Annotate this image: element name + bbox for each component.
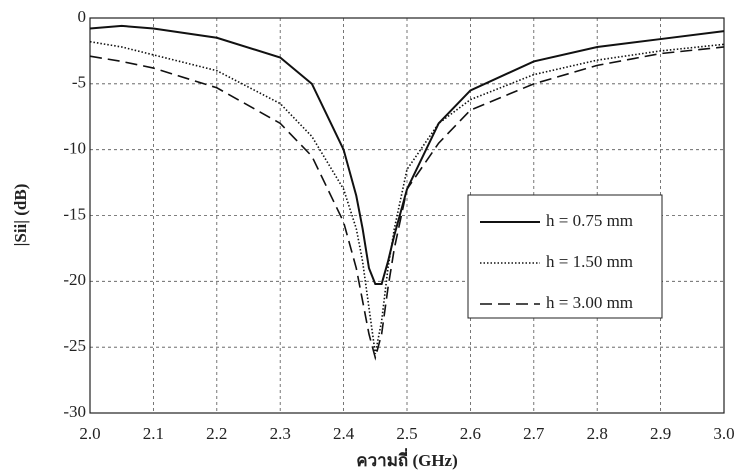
legend-box (467, 194, 663, 319)
series-line (89, 24, 725, 285)
x-tick-label: 2.2 (206, 424, 227, 443)
x-axis-label: ความถี่ (GHz) (356, 448, 458, 470)
x-tick-label: 2.7 (523, 424, 545, 443)
y-tick-label: -30 (63, 402, 86, 421)
legend-label: h = 1.50 mm (546, 252, 633, 271)
y-axis-label: |Sii| (dB) (11, 184, 30, 247)
y-tick-label: -15 (63, 204, 86, 223)
x-tick-label: 2.8 (587, 424, 608, 443)
x-tick-label: 2.5 (396, 424, 417, 443)
y-tick-label: -25 (63, 336, 86, 355)
x-tick-label: 2.3 (270, 424, 291, 443)
x-tick-label: 2.4 (333, 424, 355, 443)
series-line (89, 40, 725, 354)
x-tick-label: 2.1 (143, 424, 164, 443)
y-tick-label: -10 (63, 139, 86, 158)
x-tick-label: 2.9 (650, 424, 671, 443)
x-tick-label: 3.0 (713, 424, 734, 443)
legend-label: h = 0.75 mm (546, 211, 633, 230)
y-tick-label: 0 (78, 7, 87, 26)
series-line (89, 46, 725, 361)
x-tick-label: 2.6 (460, 424, 481, 443)
y-tick-label: -5 (72, 73, 86, 92)
x-tick-label: 2.0 (79, 424, 100, 443)
legend-label: h = 3.00 mm (546, 293, 633, 312)
y-tick-label: -20 (63, 270, 86, 289)
plot-frame (89, 17, 725, 414)
